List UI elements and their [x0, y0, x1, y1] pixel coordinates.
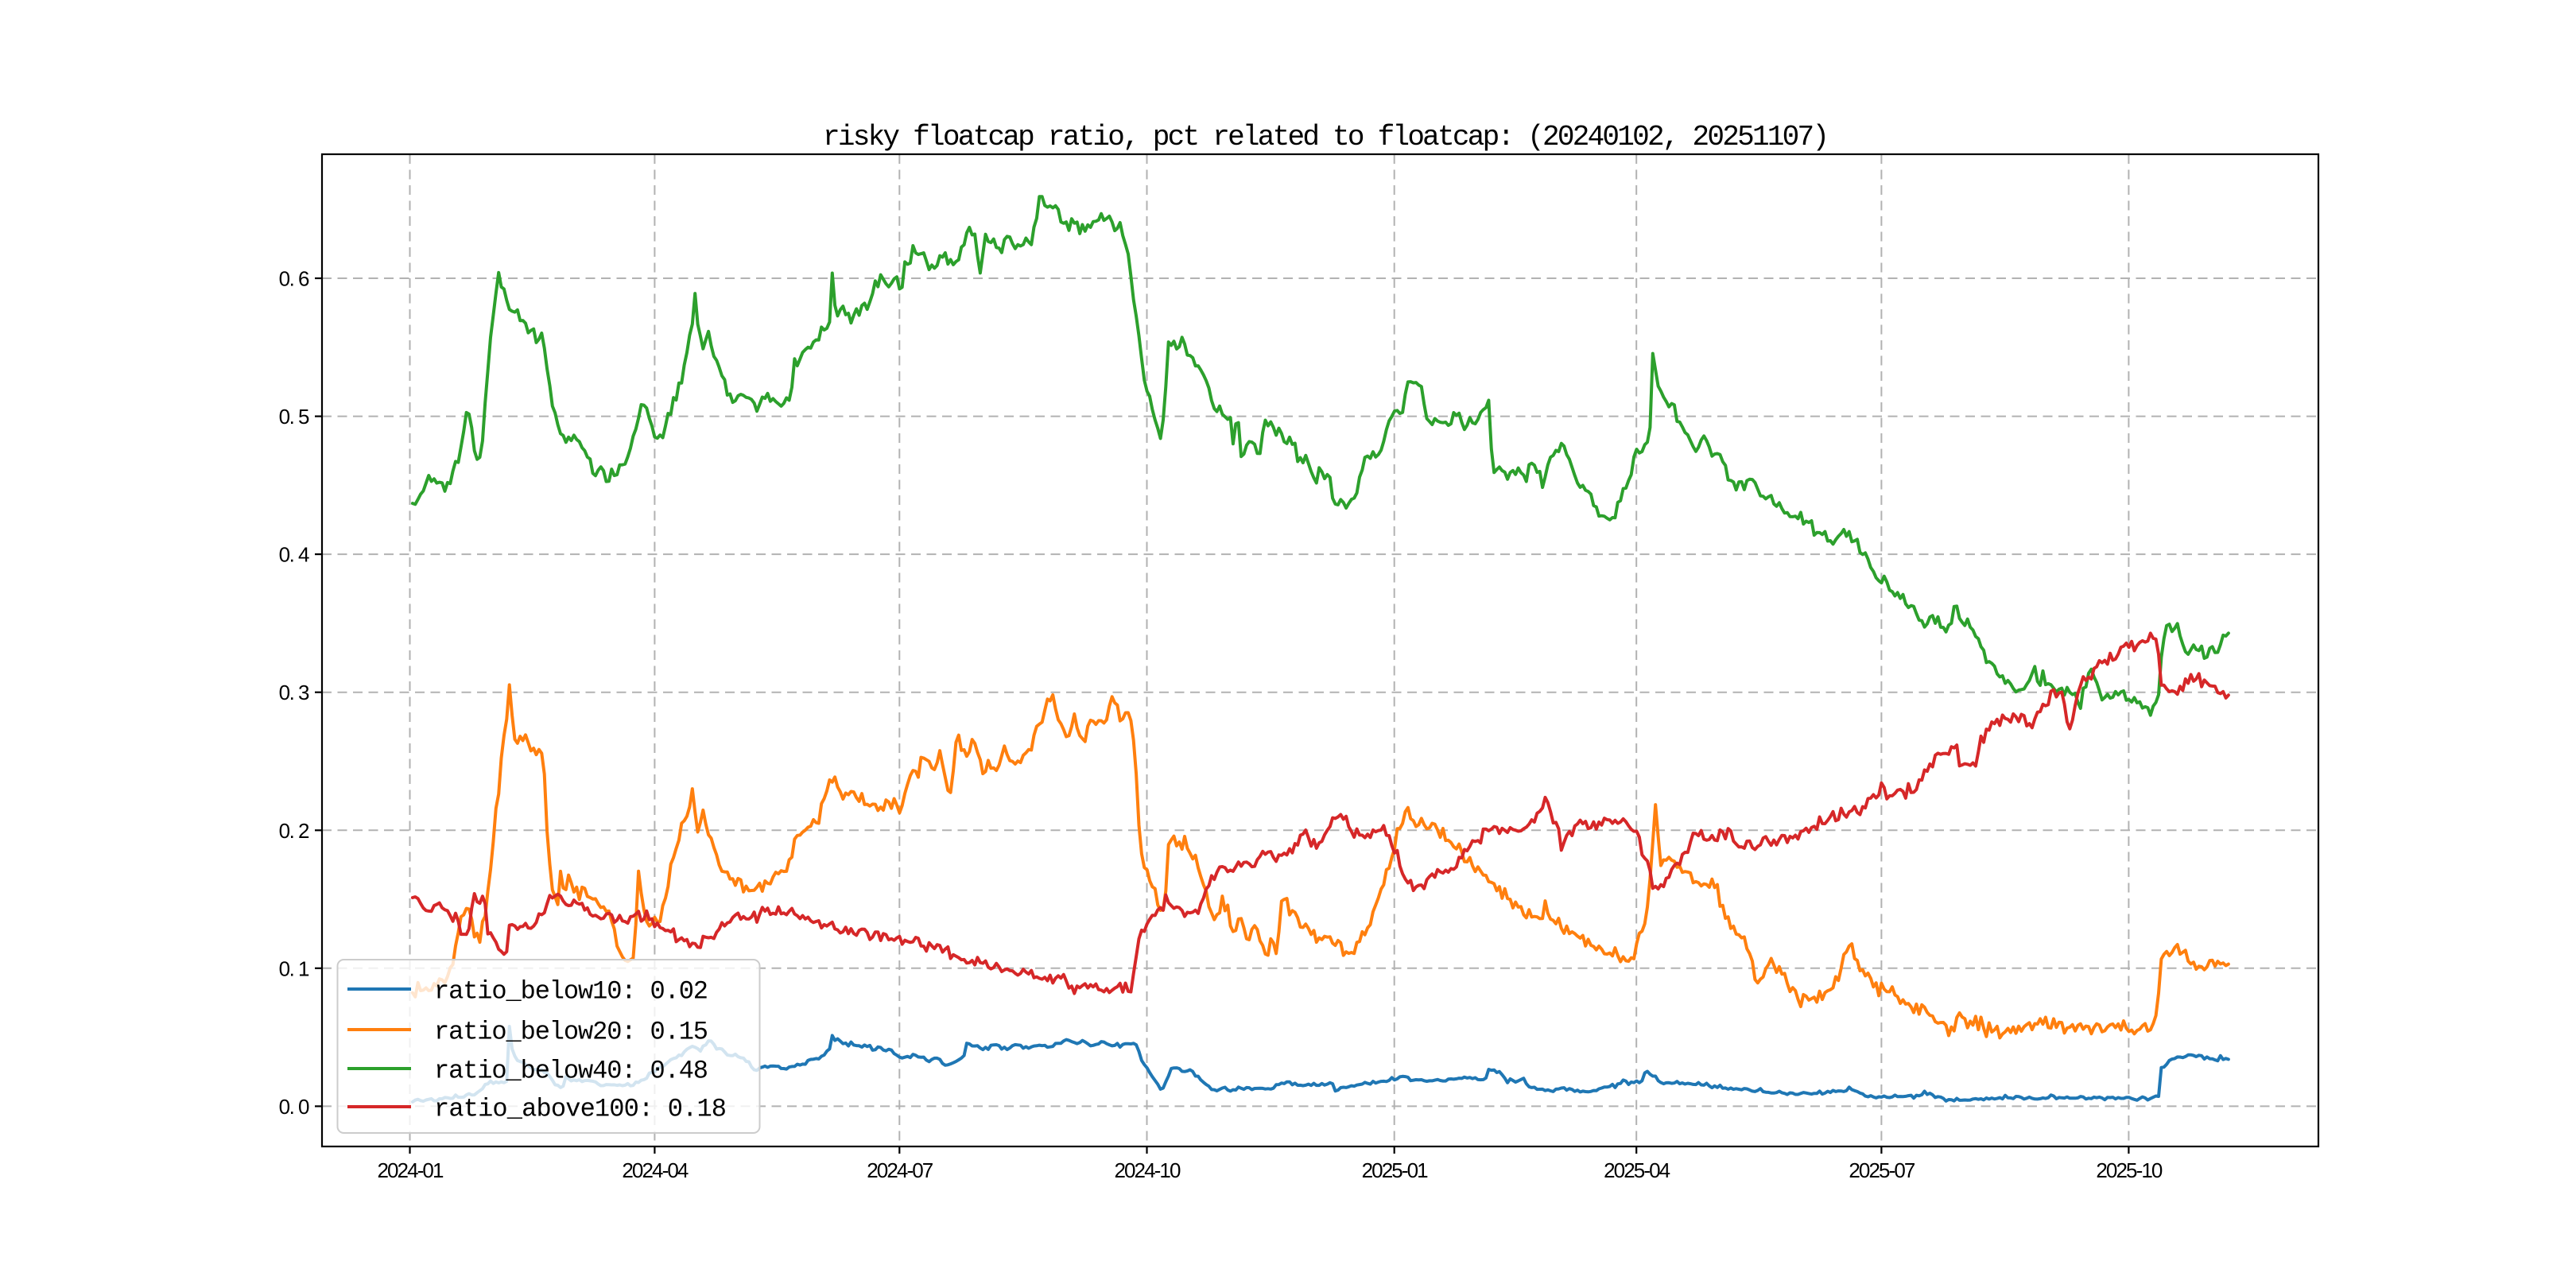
svg-text:2025-10: 2025-10: [2096, 1158, 2163, 1182]
svg-text:2025-07: 2025-07: [1849, 1158, 1915, 1182]
svg-text:0. 2: 0. 2: [279, 819, 309, 843]
svg-text:ratio_below40: 0.48: ratio_below40: 0.48: [434, 1057, 708, 1086]
svg-text:0. 0: 0. 0: [279, 1095, 309, 1119]
svg-text:ratio_below10: 0.02: ratio_below10: 0.02: [434, 977, 708, 1007]
svg-text:2025-04: 2025-04: [1604, 1158, 1670, 1182]
svg-text:2025-01: 2025-01: [1362, 1158, 1429, 1182]
svg-text:ratio_below20: 0.15: ratio_below20: 0.15: [434, 1018, 708, 1047]
svg-text:2024-07: 2024-07: [867, 1158, 933, 1182]
svg-text:ratio_above100: 0.18: ratio_above100: 0.18: [434, 1095, 727, 1124]
svg-text:2024-01: 2024-01: [377, 1158, 444, 1182]
svg-text:0. 1: 0. 1: [279, 956, 309, 980]
svg-text:2024-10: 2024-10: [1114, 1158, 1181, 1182]
svg-text:0. 3: 0. 3: [279, 681, 309, 704]
svg-text:0. 6: 0. 6: [279, 267, 309, 291]
svg-text:2024-04: 2024-04: [622, 1158, 689, 1182]
svg-text:risky floatcap ratio, pct rela: risky floatcap ratio, pct related to flo…: [823, 121, 1829, 153]
svg-text:0. 4: 0. 4: [279, 543, 309, 567]
svg-text:0. 5: 0. 5: [279, 405, 309, 429]
